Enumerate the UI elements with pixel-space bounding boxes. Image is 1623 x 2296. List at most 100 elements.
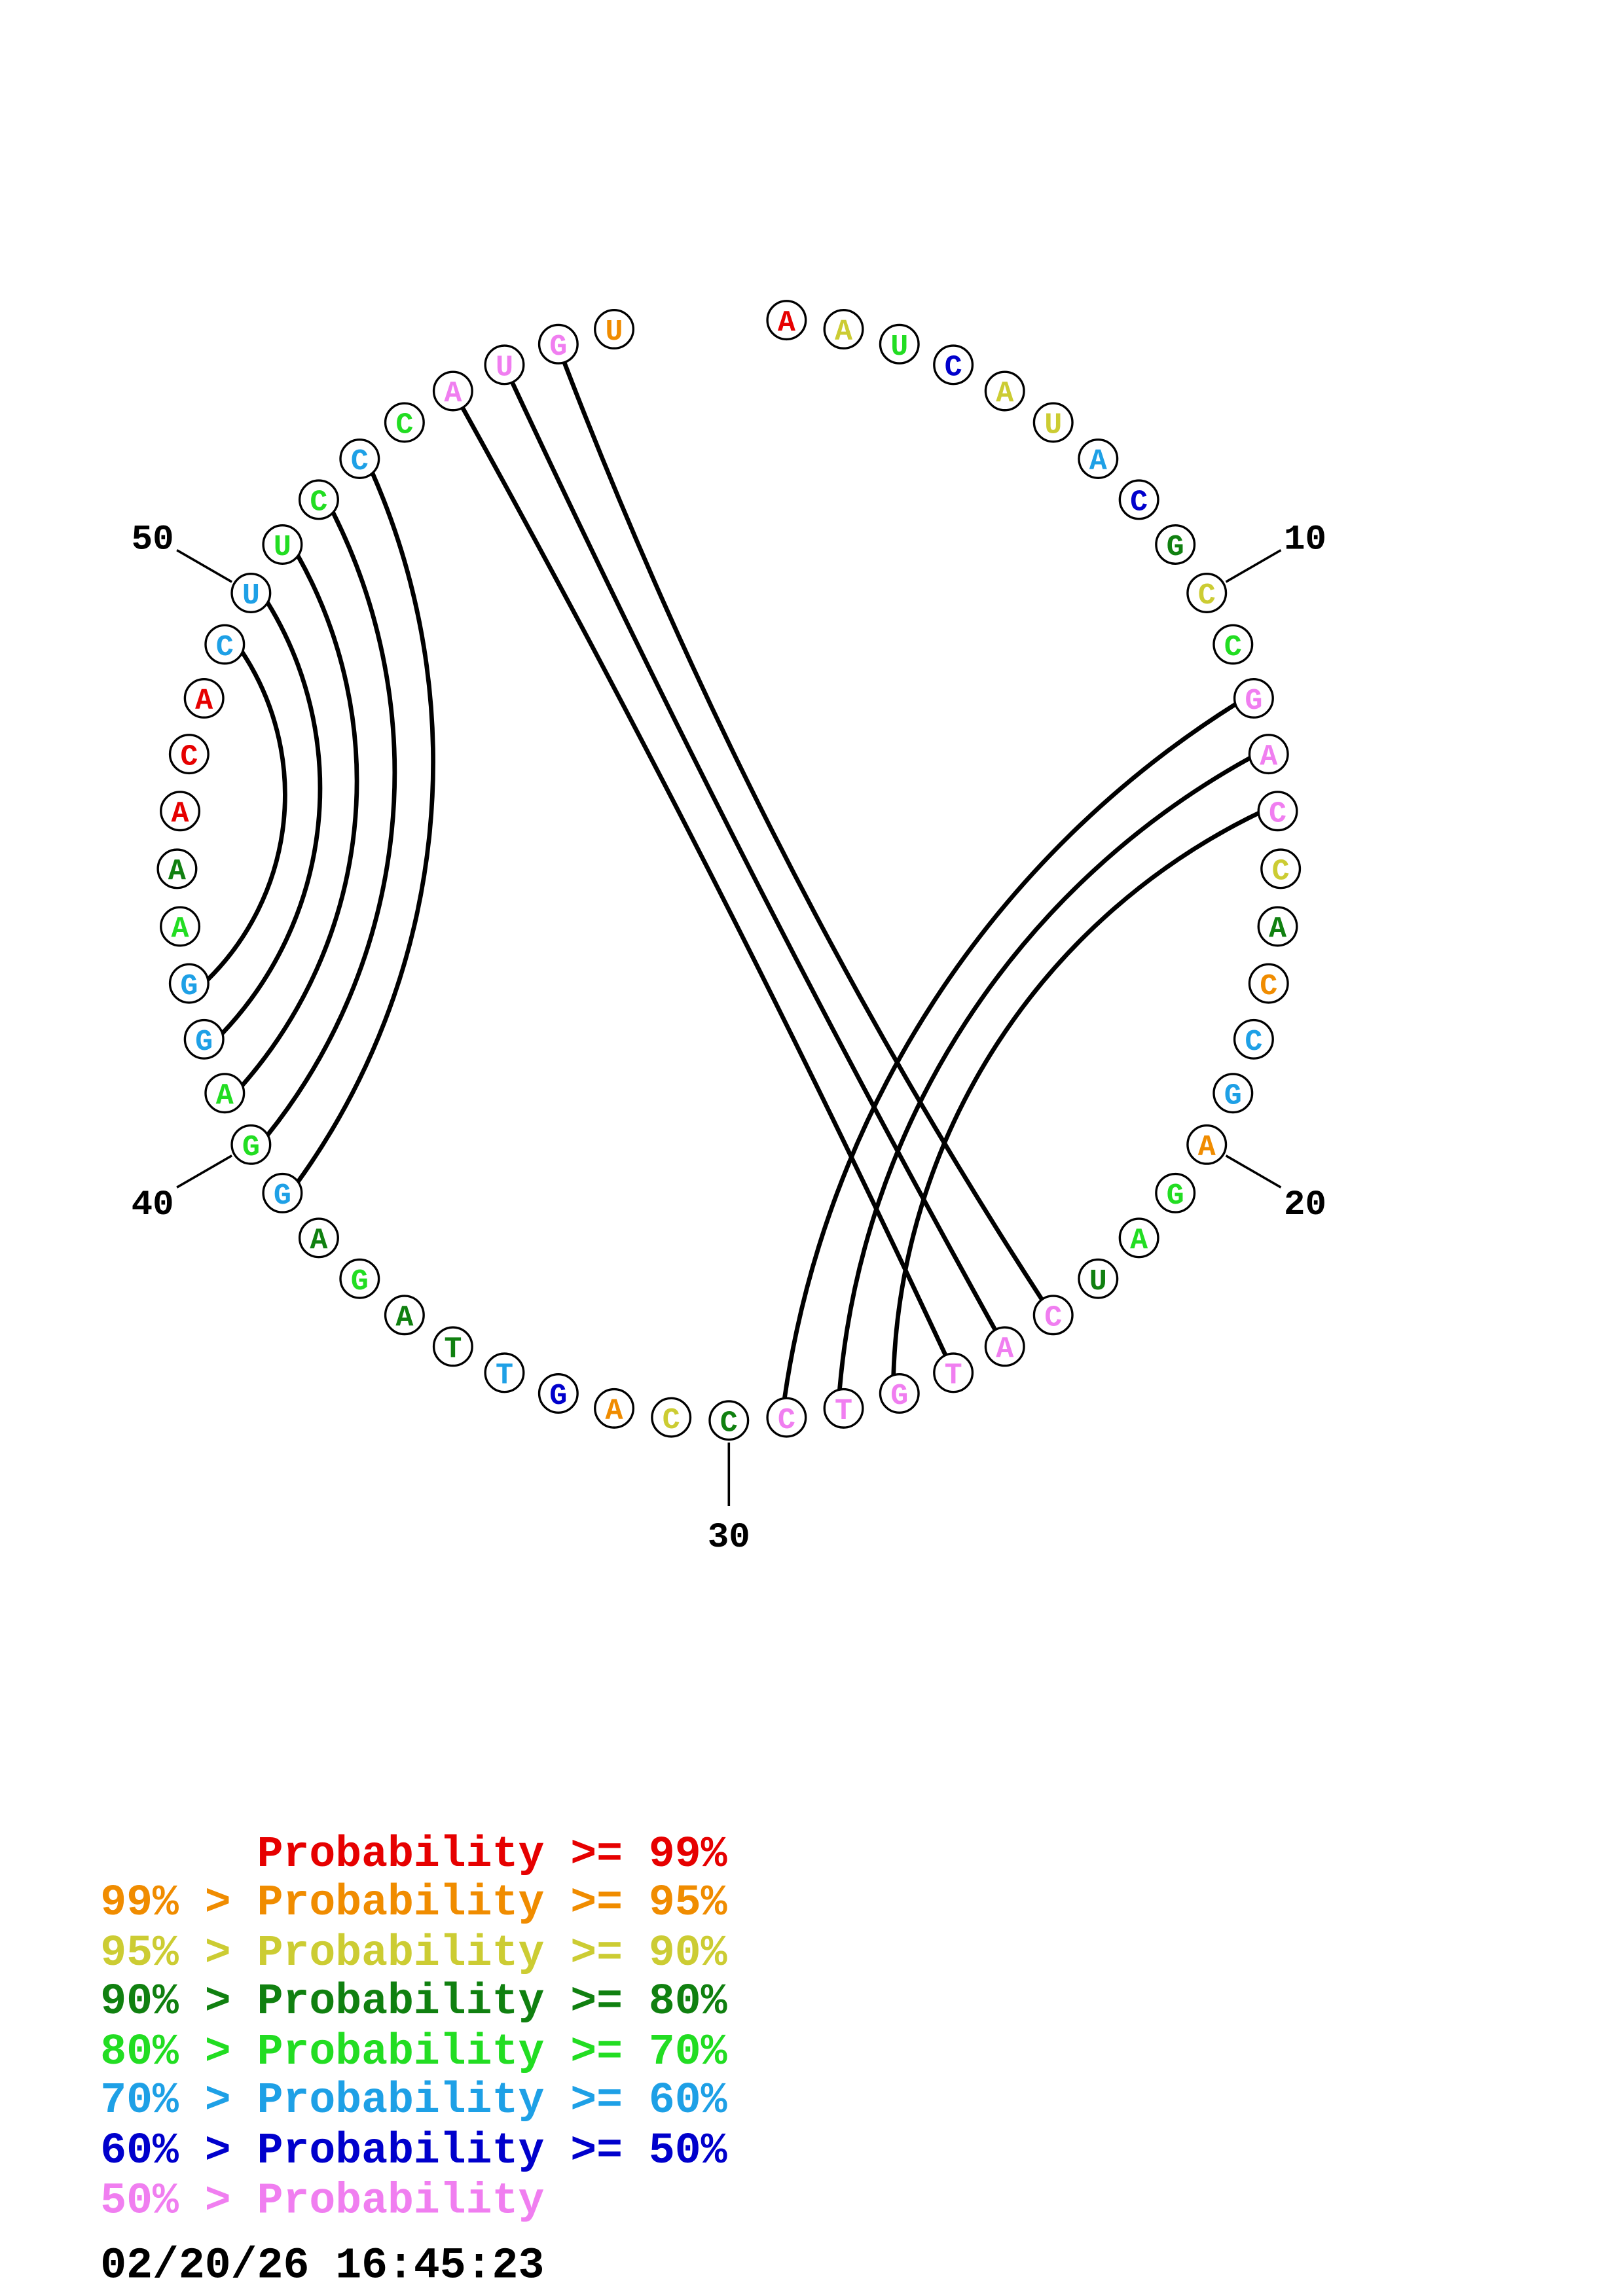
legend-item: 50% > Probability — [100, 2176, 544, 2225]
nucleotide-39: G — [262, 1172, 303, 1213]
nucleotide-letter: C — [1260, 969, 1277, 1003]
nucleotide-circle — [984, 1326, 1025, 1367]
nucleotide-letter: G — [195, 1025, 213, 1059]
base-pair-arc — [460, 405, 948, 1357]
nucleotide-36: A — [384, 1295, 425, 1336]
nucleotide-letter: G — [549, 1379, 567, 1413]
nucleotide-17: C — [1248, 963, 1289, 1004]
nucleotide-49: C — [204, 624, 246, 665]
nucleotide-circle — [538, 323, 579, 365]
legend-item: Probability >= 99% — [257, 1830, 727, 1879]
nucleotide-circle — [1260, 848, 1302, 889]
nucleotide-letter: G — [1167, 530, 1184, 564]
nucleotide-circle — [651, 1397, 692, 1438]
nucleotide-4: C — [933, 344, 974, 386]
nucleotide-44: A — [160, 906, 201, 947]
legend-item: 80% > Probability >= 70% — [100, 2028, 727, 2077]
nucleotide-letter: T — [496, 1359, 513, 1393]
nucleotide-letter: C — [720, 1406, 738, 1440]
nucleotide-circle — [168, 963, 210, 1004]
legend-item: 95% > Probability >= 90% — [100, 1929, 727, 1978]
nucleotide-circle — [1233, 1018, 1274, 1060]
nucleotide-circle — [168, 734, 210, 775]
nucleotide-letter: G — [890, 1379, 908, 1413]
nucleotide-letter: C — [180, 740, 198, 774]
nucleotide-56: U — [484, 344, 525, 386]
nucleotide-3: U — [879, 323, 920, 365]
nucleotide-letter: A — [1198, 1130, 1216, 1164]
nucleotide-circle — [156, 848, 198, 889]
nucleotide-circle — [879, 1373, 920, 1414]
nucleotide-letter: A — [444, 377, 462, 411]
nucleotide-9: G — [1155, 524, 1196, 565]
nucleotide-circle — [708, 1400, 750, 1441]
nucleotide-letter: C — [1130, 486, 1148, 520]
nucleotide-letter: A — [172, 797, 190, 831]
nucleotide-ring: A A UCAUACGCCGACCACCGAGAUCATGTCCCAGTTAGAGG… — [156, 300, 1302, 1441]
nucleotide-circle — [1186, 572, 1228, 613]
nucleotide-circle — [933, 344, 974, 386]
nucleotide-29: C — [766, 1397, 807, 1438]
nucleotide-41: A — [204, 1073, 246, 1114]
nucleotide-43: G — [168, 963, 210, 1004]
nucleotide-letter: A — [778, 306, 796, 340]
nucleotide-38: A — [298, 1217, 339, 1259]
base-pair-arc — [265, 510, 397, 1138]
nucleotide-letter: U — [890, 330, 908, 364]
nucleotide-letter: G — [549, 330, 567, 364]
nucleotide-circle — [204, 624, 246, 665]
nucleotide-circle — [298, 1217, 339, 1259]
nucleotide-47: C — [168, 734, 210, 775]
nucleotide-circle — [1032, 1295, 1074, 1336]
nucleotide-circle — [1248, 963, 1289, 1004]
nucleotide-letter: G — [242, 1130, 260, 1164]
nucleotide-10: C — [1186, 572, 1228, 613]
nucleotide-54: C — [384, 402, 425, 443]
nucleotide-letter: A — [606, 1394, 624, 1428]
nucleotide-7: A — [1078, 439, 1119, 480]
tick-line — [176, 549, 232, 583]
nucleotide-letter: A — [310, 1224, 328, 1258]
nucleotide-letter: A — [1260, 740, 1278, 774]
nucleotide-letter: C — [1269, 797, 1286, 831]
nucleotide-45: A — [156, 848, 198, 889]
legend-item: 60% > Probability >= 50% — [100, 2126, 727, 2176]
nucleotide-33: G — [538, 1373, 579, 1414]
nucleotide-letter: C — [1198, 579, 1216, 613]
nucleotide-5: A — [984, 370, 1025, 412]
nucleotide-2: A — [823, 308, 864, 350]
nucleotide-letter: U — [496, 351, 513, 385]
nucleotide-32: A — [594, 1388, 635, 1429]
nucleotide-letter: G — [180, 969, 198, 1003]
nucleotide-circle — [1155, 524, 1196, 565]
nucleotide-circle — [538, 1373, 579, 1414]
nucleotide-21: G — [1155, 1172, 1196, 1213]
position-tick: 30 — [708, 1443, 750, 1558]
nucleotide-letter: A — [835, 315, 853, 349]
nucleotide-circle — [484, 344, 525, 386]
nucleotide-40: G — [230, 1124, 272, 1165]
legend-item: 70% > Probability >= 60% — [100, 2076, 727, 2125]
nucleotide-letter: G — [351, 1265, 369, 1299]
nucleotide-circle — [766, 300, 807, 341]
nucleotide-letter: A — [996, 377, 1014, 411]
nucleotide-circle — [160, 791, 201, 832]
base-pair-arc — [206, 650, 287, 982]
base-pair-arc — [295, 471, 435, 1184]
nucleotide-19: G — [1213, 1073, 1254, 1114]
nucleotide-circle — [484, 1352, 525, 1393]
nucleotide-circle — [384, 402, 425, 443]
nucleotide-6: U — [1032, 402, 1074, 443]
nucleotide-circle — [298, 479, 339, 520]
nucleotide-letter: C — [1044, 1301, 1062, 1335]
legend-item: 90% > Probability >= 80% — [100, 1977, 727, 2026]
nucleotide-8: C — [1118, 479, 1159, 520]
probability-legend: Probability >= 99% 99% > Probability >= … — [100, 1830, 727, 2226]
nucleotide-letter: A — [168, 855, 187, 889]
nucleotide-letter: A — [1269, 912, 1287, 946]
nucleotide-circle — [1213, 1073, 1254, 1114]
nucleotide-24: C — [1032, 1295, 1074, 1336]
nucleotide-28: T — [823, 1388, 864, 1429]
nucleotide-letter: A — [395, 1301, 414, 1335]
nucleotide-53: C — [339, 439, 380, 480]
